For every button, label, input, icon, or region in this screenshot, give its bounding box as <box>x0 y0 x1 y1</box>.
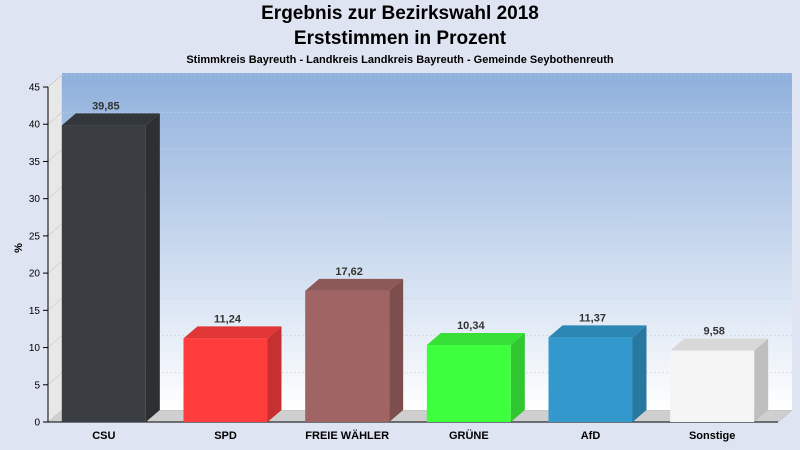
bar-side <box>632 325 647 422</box>
bar-value-label: 11,24 <box>214 313 242 325</box>
x-tick-label: GRÜNE <box>449 429 489 442</box>
bar-front <box>305 290 390 422</box>
bar-side <box>145 113 160 422</box>
bar-side <box>389 278 404 422</box>
bar-front <box>426 345 511 422</box>
bar-top <box>426 333 525 346</box>
bar-front <box>670 350 755 422</box>
bar-front <box>61 125 146 422</box>
chart-subtitle: Erststimmen in Prozent <box>293 28 507 49</box>
grid-line <box>47 186 63 199</box>
bar-grüne: 10,34 <box>426 320 525 422</box>
x-tick-label: CSU <box>92 430 115 442</box>
y-tick-label: 10 <box>29 343 41 354</box>
bar-csu: 39,85 <box>61 100 160 422</box>
bar-sonstige: 9,58 <box>670 326 769 422</box>
y-tick-label: 35 <box>29 157 41 168</box>
bar-top <box>61 113 160 126</box>
bar-side <box>510 333 525 422</box>
bar-value-label: 17,62 <box>335 266 363 278</box>
y-tick-label: 15 <box>29 306 41 317</box>
bar-value-label: 39,85 <box>92 100 120 112</box>
grid-line <box>47 372 63 386</box>
grid-line <box>47 298 63 311</box>
bar-top <box>548 325 647 338</box>
y-tick-label: 30 <box>29 194 41 205</box>
x-tick-label: AfD <box>581 430 601 442</box>
bar-spd: 11,24 <box>183 313 282 422</box>
bar-side <box>267 326 282 422</box>
chart-title: Ergebnis zur Bezirkswahl 2018 <box>261 3 539 24</box>
bar-afd: 11,37 <box>548 312 647 422</box>
y-tick-label: 40 <box>29 120 41 131</box>
grid-line <box>47 74 63 88</box>
grid-line <box>47 260 63 274</box>
y-tick-label: 45 <box>29 83 41 94</box>
bar-side <box>754 338 769 422</box>
bar-value-label: 10,34 <box>457 320 485 332</box>
y-tick-label: 5 <box>34 380 40 391</box>
grid-line <box>47 149 63 162</box>
grid-line <box>47 223 63 237</box>
grid-line <box>47 335 63 348</box>
bar-top <box>305 278 404 291</box>
bar-front <box>548 337 633 422</box>
bar-top <box>183 326 282 339</box>
x-tick-label: Sonstige <box>689 430 735 442</box>
y-tick-label: 20 <box>29 269 41 280</box>
y-axis-label: % <box>13 243 25 253</box>
plot-left-wall <box>47 74 63 423</box>
y-tick-label: 0 <box>34 418 40 429</box>
bar-front <box>183 338 268 422</box>
bar-value-label: 9,58 <box>703 326 724 338</box>
y-tick-label: 25 <box>29 231 41 242</box>
x-tick-label: FREIE WÄHLER <box>305 429 389 442</box>
bar-freie-wähler: 17,62 <box>305 266 404 422</box>
bar-top <box>670 338 769 351</box>
grid-line <box>47 111 63 125</box>
chart-caption: Stimmkreis Bayreuth - Landkreis Landkrei… <box>186 54 614 66</box>
bar-value-label: 11,37 <box>579 312 606 324</box>
x-tick-label: SPD <box>214 430 237 442</box>
